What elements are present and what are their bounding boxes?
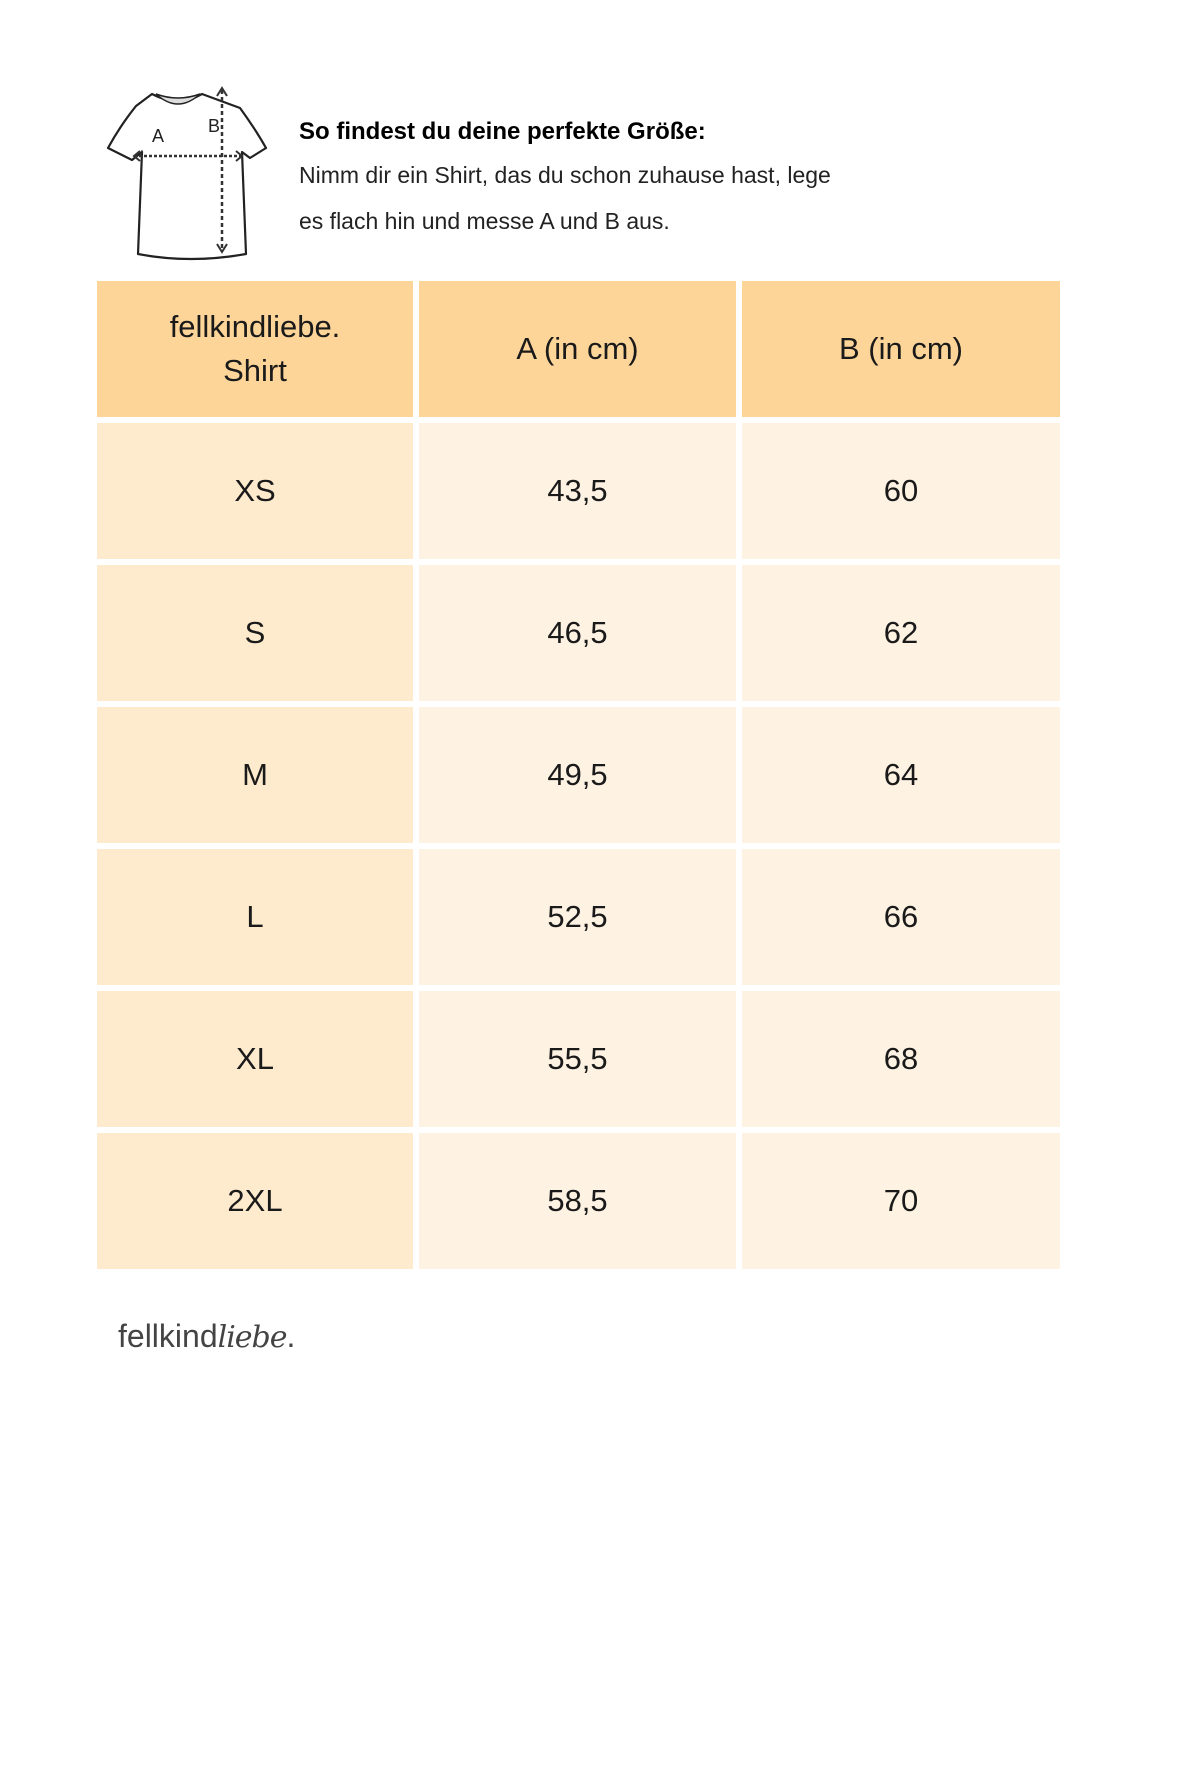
label-a: A [152, 126, 164, 146]
size-cell: XS [97, 423, 413, 559]
label-b: B [208, 116, 220, 136]
size-cell: M [97, 707, 413, 843]
intro-line-2: es flach hin und messe A und B aus. [299, 208, 670, 234]
a-cell: 52,5 [419, 849, 736, 985]
logo-part-1: fellkind [118, 1318, 218, 1354]
intro-text: So findest du deine perfekte Größe: Nimm… [299, 112, 1059, 244]
header-brand: fellkindliebe. [169, 309, 341, 344]
size-cell: L [97, 849, 413, 985]
b-cell: 68 [742, 991, 1060, 1127]
b-cell: 66 [742, 849, 1060, 985]
size-table: fellkindliebe. Shirt A (in cm) B (in cm) … [97, 281, 1060, 1269]
logo-part-2: liebe [217, 1320, 288, 1355]
a-cell: 49,5 [419, 707, 736, 843]
b-cell: 70 [742, 1133, 1060, 1269]
logo-dot: . [286, 1318, 296, 1354]
intro-heading: So findest du deine perfekte Größe: [299, 118, 706, 145]
header-b: B (in cm) [742, 281, 1060, 417]
intro-line-1: Nimm dir ein Shirt, das du schon zuhause… [299, 162, 831, 188]
a-cell: 43,5 [419, 423, 736, 559]
size-cell: S [97, 565, 413, 701]
size-cell: XL [97, 991, 413, 1127]
header-shirt-label: Shirt [223, 353, 287, 388]
b-cell: 64 [742, 707, 1060, 843]
header-a: A (in cm) [419, 281, 736, 417]
header-shirt: fellkindliebe. Shirt [97, 281, 413, 417]
b-cell: 62 [742, 565, 1060, 701]
size-cell: 2XL [97, 1133, 413, 1269]
a-cell: 58,5 [419, 1133, 736, 1269]
a-cell: 55,5 [419, 991, 736, 1127]
a-cell: 46,5 [419, 565, 736, 701]
brand-logo: fellkindliebe. [118, 1318, 295, 1355]
tshirt-measurement-icon: A B [106, 86, 268, 261]
b-cell: 60 [742, 423, 1060, 559]
